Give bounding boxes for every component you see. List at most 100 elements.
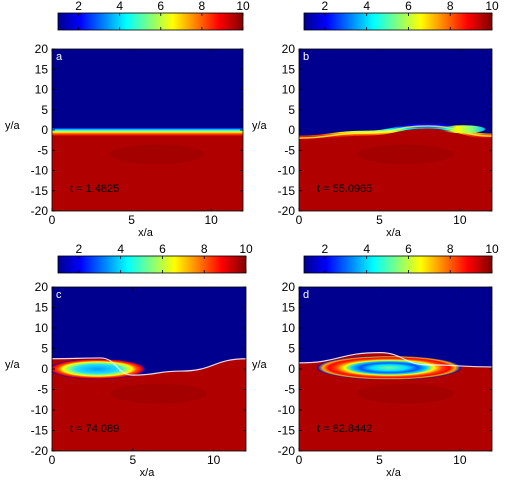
y-tick-label: -20 xyxy=(278,204,296,218)
colorbar-gradient xyxy=(303,12,493,31)
y-tick-label: -5 xyxy=(37,143,48,157)
y-tick-label: 15 xyxy=(35,301,49,315)
y-tick-label: -15 xyxy=(278,424,296,438)
y-tick-label: 10 xyxy=(35,83,49,97)
vortex-core xyxy=(52,359,146,379)
x-tick-label: 0 xyxy=(296,453,303,467)
concentration-field xyxy=(52,287,246,451)
x-tick-label: 10 xyxy=(453,213,467,227)
colorbar-tick-label: 2 xyxy=(76,242,83,256)
time-label: t = 82.8442 xyxy=(317,423,372,435)
y-tick-label: 0 xyxy=(41,362,48,376)
colorbar-tick-label: 10 xyxy=(236,0,250,13)
x-tick-label: 5 xyxy=(129,453,136,467)
y-axis-label: y/a xyxy=(252,120,268,132)
concentration-field xyxy=(299,287,492,451)
x-axis-label: x/a xyxy=(386,227,402,239)
x-tick-label: 0 xyxy=(49,453,56,467)
y-tick-label: 0 xyxy=(288,123,295,137)
y-tick-label: 0 xyxy=(41,123,48,137)
colorbar-gradient xyxy=(303,255,493,274)
panel-label: c xyxy=(56,289,62,301)
y-tick-label: 15 xyxy=(282,62,296,76)
y-axis-label: y/a xyxy=(5,120,21,132)
y-tick-label: 10 xyxy=(282,83,296,97)
y-tick-label: -10 xyxy=(278,164,296,178)
colorbar-tick-label: 4 xyxy=(363,0,370,13)
time-label: t = 1.4825 xyxy=(70,183,119,195)
interface-line xyxy=(299,351,492,368)
colorbar-tick-label: 8 xyxy=(447,242,454,256)
y-tick-label: -10 xyxy=(31,164,49,178)
colorbar-tick-label: 10 xyxy=(485,242,499,256)
colorbar-tick-label: 10 xyxy=(239,242,253,256)
y-tick-label: -15 xyxy=(278,184,296,198)
x-tick-label: 10 xyxy=(204,213,218,227)
lower-fluid-shading xyxy=(356,144,454,165)
y-tick-label: 10 xyxy=(35,321,49,335)
panel-label: a xyxy=(56,51,63,63)
lower-fluid xyxy=(299,125,492,211)
x-tick-label: 10 xyxy=(207,453,221,467)
y-tick-label: -20 xyxy=(31,444,49,458)
concentration-field xyxy=(52,49,243,211)
colorbar-tick-label: 10 xyxy=(485,0,499,13)
colorbar-tick-label: 8 xyxy=(447,0,454,13)
lower-fluid-shading xyxy=(356,383,454,404)
x-axis-label: x/a xyxy=(140,467,156,479)
colorbar: 2 4 6 8 10 xyxy=(57,242,253,274)
y-tick-label: -10 xyxy=(278,403,296,417)
lower-fluid-shading xyxy=(110,383,208,404)
colorbar-tick-label: 8 xyxy=(199,0,206,13)
interface-line xyxy=(52,357,246,376)
colorbar: 2 4 6 8 10 xyxy=(303,242,499,274)
x-axis-label: x/a xyxy=(138,227,154,239)
colorbar: 2 4 6 8 10 xyxy=(303,0,499,31)
x-tick-label: 0 xyxy=(49,213,56,227)
x-tick-label: 10 xyxy=(453,453,467,467)
colorbar-tick-label: 4 xyxy=(363,242,370,256)
y-tick-label: 0 xyxy=(288,362,295,376)
y-tick-label: 20 xyxy=(282,280,296,294)
x-axis-label: x/a xyxy=(386,467,402,479)
panel-label: b xyxy=(303,51,309,63)
y-tick-label: 5 xyxy=(288,103,295,117)
colorbar-tick-label: 8 xyxy=(201,242,208,256)
vortex-core xyxy=(317,355,462,380)
colorbar-tick-label: 2 xyxy=(322,242,329,256)
y-tick-label: 15 xyxy=(282,301,296,315)
y-tick-label: 5 xyxy=(41,342,48,356)
x-tick-label: 5 xyxy=(128,213,135,227)
y-tick-label: 20 xyxy=(35,280,49,294)
colorbar-tick-label: 4 xyxy=(116,0,123,13)
colorbar-tick-label: 2 xyxy=(75,0,82,13)
lower-fluid-shading xyxy=(109,144,205,165)
colorbar-tick-label: 6 xyxy=(405,242,412,256)
time-label: t = 74.089 xyxy=(70,423,119,435)
y-tick-label: -5 xyxy=(284,383,295,397)
colorbar-tick-label: 2 xyxy=(322,0,329,13)
y-tick-label: 20 xyxy=(282,42,296,56)
colorbar-tick-label: 4 xyxy=(117,242,124,256)
y-tick-label: -15 xyxy=(31,184,49,198)
x-tick-label: 5 xyxy=(376,453,383,467)
y-tick-label: -20 xyxy=(31,204,49,218)
x-tick-label: 0 xyxy=(296,213,303,227)
y-tick-label: -5 xyxy=(37,383,48,397)
colorbar-tick-label: 6 xyxy=(405,0,412,13)
y-tick-label: 5 xyxy=(41,103,48,117)
colorbar: 2 4 6 8 10 xyxy=(57,0,250,31)
colorbar-tick-label: 6 xyxy=(157,0,164,13)
y-tick-label: 10 xyxy=(282,321,296,335)
mixing-layer xyxy=(52,128,243,137)
y-tick-label: 20 xyxy=(35,42,49,56)
y-tick-label: -20 xyxy=(278,444,296,458)
y-tick-label: -15 xyxy=(31,424,49,438)
x-tick-label: 5 xyxy=(376,213,383,227)
y-tick-label: 5 xyxy=(288,342,295,356)
